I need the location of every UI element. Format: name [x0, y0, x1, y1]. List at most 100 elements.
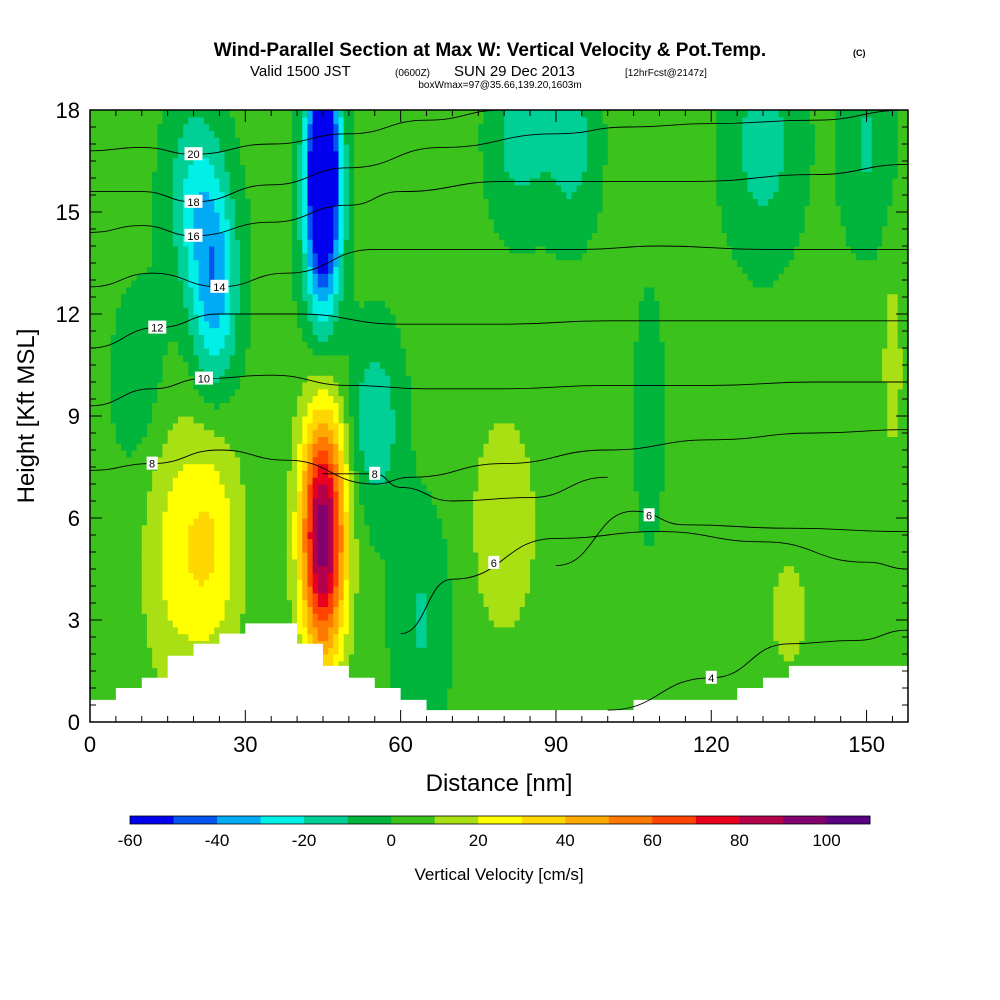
- heat-cell: [271, 232, 277, 240]
- heat-cell: [333, 429, 340, 437]
- heat-cell: [105, 395, 112, 403]
- heat-cell: [302, 592, 309, 601]
- heat-cell: [307, 402, 314, 410]
- heat-cell: [167, 300, 174, 308]
- heat-cell: [364, 409, 371, 417]
- heat-cell: [193, 348, 200, 356]
- heat-cell: [312, 416, 319, 424]
- heat-cell: [281, 137, 288, 145]
- heat-cell: [286, 178, 293, 186]
- heat-cell: [121, 647, 127, 655]
- heat-cell: [141, 327, 148, 335]
- heat-cell: [359, 538, 365, 546]
- heat-cell: [354, 137, 360, 145]
- heat-cell: [348, 626, 355, 635]
- heat-cell: [203, 409, 210, 417]
- heat-cell: [322, 273, 329, 281]
- heat-cell: [271, 130, 277, 138]
- heat-cell: [260, 320, 267, 329]
- heat-cell: [240, 137, 246, 145]
- heat-cell: [188, 545, 195, 553]
- heat-cell: [343, 620, 350, 628]
- heat-cell: [234, 130, 241, 138]
- heat-cell: [110, 606, 117, 614]
- heat-cell: [141, 225, 148, 233]
- heat-cell: [322, 218, 329, 227]
- heat-cell: [141, 504, 148, 512]
- heat-cell: [209, 416, 215, 424]
- heat-cell: [271, 545, 277, 553]
- heat-cell: [343, 375, 350, 383]
- heat-cell: [146, 150, 153, 159]
- heat-cell: [110, 450, 117, 458]
- heat-cell: [307, 212, 314, 220]
- heat-cell: [234, 198, 241, 206]
- heat-cell: [291, 293, 298, 301]
- heat-cell: [234, 232, 241, 240]
- heat-cell: [297, 463, 303, 471]
- heat-cell: [178, 239, 184, 247]
- heat-cell: [214, 137, 221, 145]
- heat-cell: [354, 334, 360, 342]
- heat-cell: [162, 171, 169, 179]
- heat-cell: [167, 259, 174, 267]
- heat-cell: [369, 164, 376, 172]
- heat-cell: [115, 184, 122, 193]
- heat-cell: [307, 232, 314, 240]
- heat-cell: [234, 613, 241, 621]
- heat-cell: [255, 470, 262, 478]
- heat-cell: [136, 443, 143, 451]
- heat-cell: [307, 592, 314, 601]
- heat-cell: [307, 524, 314, 533]
- heat-cell: [121, 361, 127, 369]
- heat-cell: [100, 497, 107, 505]
- heat-cell: [348, 212, 355, 220]
- heat-cell: [271, 443, 277, 451]
- heat-cell: [343, 327, 350, 335]
- heat-cell: [141, 558, 148, 567]
- heat-cell: [152, 592, 158, 601]
- heat-cell: [302, 320, 309, 329]
- heat-cell: [146, 470, 153, 478]
- heat-cell: [193, 450, 200, 458]
- heat-cell: [348, 286, 355, 295]
- heat-cell: [364, 640, 371, 648]
- heat-cell: [317, 286, 324, 295]
- heat-cell: [141, 586, 148, 594]
- heat-cell: [276, 395, 283, 403]
- heat-cell: [162, 286, 169, 295]
- heat-cell: [167, 157, 174, 165]
- heat-cell: [121, 422, 127, 431]
- heat-cell: [95, 348, 101, 356]
- heat-cell: [209, 592, 215, 601]
- heat-cell: [271, 164, 277, 172]
- heat-cell: [286, 416, 293, 424]
- heat-cell: [333, 116, 340, 125]
- heat-cell: [255, 286, 262, 295]
- heat-cell: [95, 694, 101, 703]
- heat-cell: [333, 375, 340, 383]
- heat-cell: [322, 354, 329, 363]
- heat-cell: [188, 388, 195, 397]
- heat-cell: [291, 212, 298, 220]
- heat-cell: [302, 361, 309, 369]
- heat-cell: [95, 640, 101, 648]
- heat-cell: [90, 252, 96, 261]
- heat-cell: [271, 361, 277, 369]
- heat-cell: [110, 184, 117, 193]
- heat-cell: [338, 463, 345, 471]
- heat-cell: [229, 150, 236, 159]
- heat-cell: [354, 456, 360, 465]
- heat-cell: [364, 307, 371, 315]
- heat-cell: [333, 191, 340, 199]
- heat-cell: [115, 395, 122, 403]
- heat-cell: [291, 450, 298, 458]
- heat-cell: [214, 171, 221, 179]
- heat-cell: [219, 545, 226, 553]
- heat-cell: [203, 388, 210, 397]
- heat-cell: [250, 586, 257, 594]
- heat-cell: [126, 620, 133, 628]
- heat-cell: [105, 286, 112, 295]
- heat-cell: [146, 620, 153, 628]
- heat-cell: [141, 626, 148, 635]
